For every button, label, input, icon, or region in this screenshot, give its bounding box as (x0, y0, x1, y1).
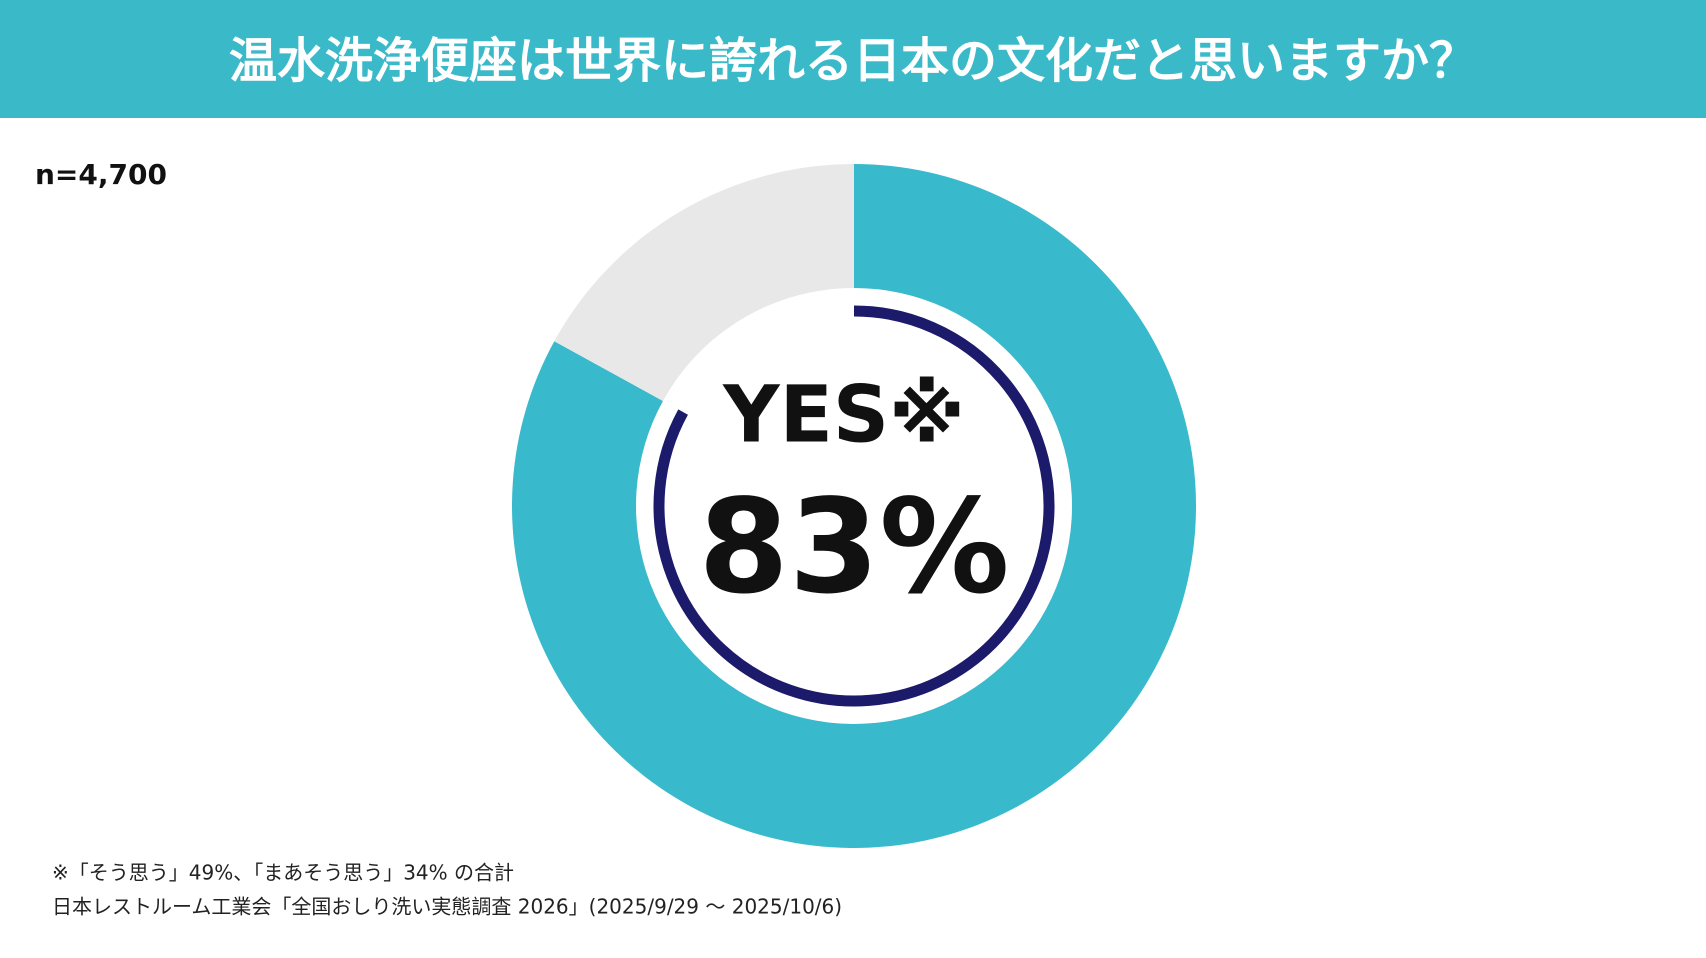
footnote: 日本レストルーム工業会「全国おしり洗い実態調査 2026」(2025/9/29 … (52, 895, 842, 919)
sample-size: n=4,700 (35, 158, 167, 191)
header-bar (0, 0, 1706, 118)
donut-segment (511, 164, 1196, 849)
center-value-label: 83% (698, 471, 1009, 623)
progress-ring (653, 305, 1055, 707)
center-category: YES※ (722, 370, 965, 460)
footnote: ※「そう思う」49%、「まあそう思う」34% の合計 (52, 861, 514, 885)
chart-title: 温水洗浄便座は世界に誇れる日本の文化だと思いますか？ (229, 33, 1477, 89)
donut-segment (554, 164, 854, 401)
